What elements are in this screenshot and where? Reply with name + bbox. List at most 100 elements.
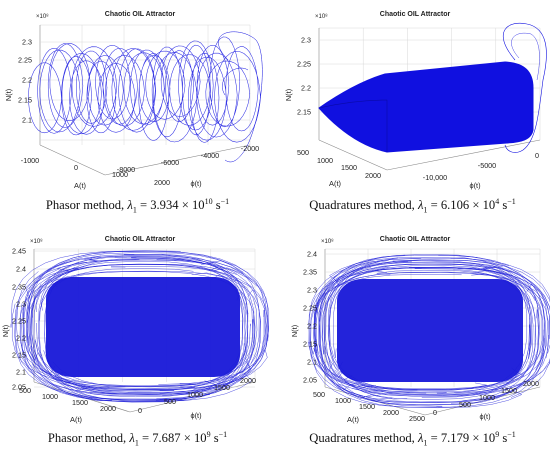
- tick-label: -2000: [241, 144, 259, 153]
- tick-label: 2.1: [307, 358, 317, 367]
- caption-lambda: λ: [129, 431, 135, 446]
- caption-1: Phasor method, λ1 = 3.934 × 1010 s−1: [0, 197, 275, 215]
- tick-label: 500: [313, 390, 325, 399]
- tick-label: 2.3: [307, 286, 317, 295]
- chart-1: Chaotic OIL Attractor ×10⁸ 2.3 2.25 2.2 2.1…: [4, 11, 263, 190]
- tick-label: -4000: [201, 151, 219, 160]
- tick-label: 1000: [187, 390, 203, 399]
- caption-unit: s: [499, 431, 508, 446]
- caption-method: Quadratures method,: [309, 198, 418, 213]
- tick-label: 500: [164, 397, 176, 406]
- attractor-dense-core: [46, 277, 240, 377]
- caption-lambda-sub: 1: [134, 438, 139, 448]
- tick-label: 2.4: [307, 250, 317, 259]
- tick-label: -1000: [21, 156, 39, 165]
- tick-label: 2000: [240, 376, 256, 385]
- caption-method: Phasor method,: [45, 198, 128, 213]
- tick-label: 2.05: [303, 376, 317, 385]
- tick-label: 2.3: [22, 38, 32, 47]
- x-axis-label: A(t): [347, 415, 359, 424]
- tick-label: 2.2: [301, 84, 311, 93]
- attractor-solid-body: [318, 61, 534, 153]
- tick-labels: 2.452.42.352.32.252.22.152.12.0550010001…: [12, 247, 256, 416]
- tick-label: 2.25: [297, 60, 311, 69]
- caption-method: Phasor method,: [47, 431, 130, 446]
- attractor-trajectory: [10, 250, 270, 403]
- caption-value: = 3.934 × 10: [136, 198, 205, 213]
- tick-label: 500: [19, 386, 31, 395]
- z-exponent-label: ×10⁸: [30, 238, 43, 245]
- chart-panel-1: Chaotic OIL Attractor ×10⁸ 2.3 2.25 2.2 2.1…: [0, 0, 275, 226]
- tick-label: 2500: [409, 414, 425, 423]
- tick-label: 2.45: [12, 247, 26, 256]
- y-axis-label: ϕ(t): [469, 181, 480, 190]
- z-exponent-label: ×10⁸: [321, 238, 334, 245]
- tick-label: -8000: [117, 165, 135, 174]
- tick-label: 2.1: [22, 116, 32, 125]
- axis-line: [318, 139, 388, 171]
- caption-2: Quadratures method, λ1 = 6.106 × 104 s−1: [275, 197, 550, 215]
- caption-lambda-sub: 1: [423, 438, 428, 448]
- tick-label: 2000: [383, 408, 399, 417]
- chart-title: Chaotic OIL Attractor: [380, 236, 451, 243]
- tick-label: 1000: [42, 392, 58, 401]
- caption-lambda-sub: 1: [423, 205, 428, 215]
- axis-line: [39, 144, 106, 176]
- z-axis-label: N(t): [284, 89, 293, 101]
- chart-panel-4: Chaotic OIL Attractor ×10⁸ 2.4 2.35 2.3 2.2…: [275, 227, 550, 453]
- tick-label: 2000: [523, 379, 539, 388]
- z-exponent-label: ×10⁸: [36, 13, 49, 20]
- tick-label: 2.1: [16, 368, 26, 377]
- tick-label: -6000: [161, 158, 179, 167]
- tick-label: 2.25: [18, 56, 32, 65]
- attractor-trajectory: [28, 31, 263, 163]
- y-axis-label: ϕ(t): [190, 411, 201, 420]
- chart-3: Chaotic OIL Attractor ×10⁸ 2.45 2.4 2.35 2.…: [1, 236, 270, 424]
- z-exponent-label: ×10⁸: [315, 13, 328, 20]
- tick-label: 1500: [72, 398, 88, 407]
- caption-lambda: λ: [417, 431, 424, 446]
- attractor-trajectory: [307, 254, 550, 409]
- tick-label: 1500: [214, 383, 230, 392]
- tick-labels: 2.3 2.25 2.2 2.15 500 1000 1500 2000 -10,000 -500…: [297, 36, 539, 183]
- caption-lambda: λ: [127, 198, 133, 213]
- trajectory-outer-loop: [502, 22, 547, 153]
- tick-label: 1000: [317, 156, 333, 165]
- tick-label: 500: [297, 148, 309, 157]
- caption-unit-exp: −1: [218, 430, 228, 439]
- chart-panel-3: Chaotic OIL Attractor ×10⁸ 2.45 2.4 2.35 2.…: [0, 227, 275, 453]
- body-edge: [318, 99, 388, 152]
- chart-title: Chaotic OIL Attractor: [380, 11, 451, 18]
- tick-label: 2.25: [12, 317, 26, 326]
- tick-label: 1000: [479, 393, 495, 402]
- trajectory-strands: [307, 254, 550, 409]
- chart-2: Chaotic OIL Attractor ×10⁸ 2.3 2.25 2.2 2.1…: [284, 11, 547, 190]
- tick-label: 2.4: [16, 265, 26, 274]
- caption-unit: s: [210, 431, 219, 446]
- z-axis-label: N(t): [4, 89, 13, 101]
- tick-label: 2.3: [301, 36, 311, 45]
- tick-label: 2.15: [12, 351, 26, 360]
- caption-exp: 10: [204, 197, 213, 206]
- caption-unit: s: [499, 198, 508, 213]
- tick-label: 0: [74, 163, 78, 172]
- attractor-dense-core: [337, 279, 523, 382]
- tick-label: 2000: [100, 404, 116, 413]
- tick-label: 2.05: [12, 383, 26, 392]
- caption-exp: 9: [495, 430, 500, 439]
- tick-labels: 2.4 2.35 2.3 2.25 2.2 2.15 2.1 2.05 500 1000 1500 2…: [303, 250, 539, 424]
- tick-label: 2000: [154, 178, 170, 187]
- caption-3: Phasor method, λ1 = 7.687 × 109 s−1: [0, 430, 275, 448]
- tick-label: 2000: [365, 171, 381, 180]
- y-axis-label: ϕ(t): [190, 179, 201, 188]
- z-axis-label: N(t): [1, 325, 10, 337]
- tick-label: 1000: [335, 396, 351, 405]
- caption-4: Quadratures method, λ1 = 7.179 × 109 s−1: [275, 430, 550, 448]
- trajectory-outer-loop: [218, 31, 263, 163]
- z-axis-label: N(t): [290, 325, 299, 337]
- x-axis-label: A(t): [329, 179, 341, 188]
- chart-title: Chaotic OIL Attractor: [105, 236, 176, 243]
- tick-label: -10,000: [423, 173, 447, 182]
- tick-labels: 2.3 2.25 2.2 2.15 2.1 -1000 0 1000 2000 -8000 -600…: [18, 38, 259, 188]
- tick-label: 0: [535, 151, 539, 160]
